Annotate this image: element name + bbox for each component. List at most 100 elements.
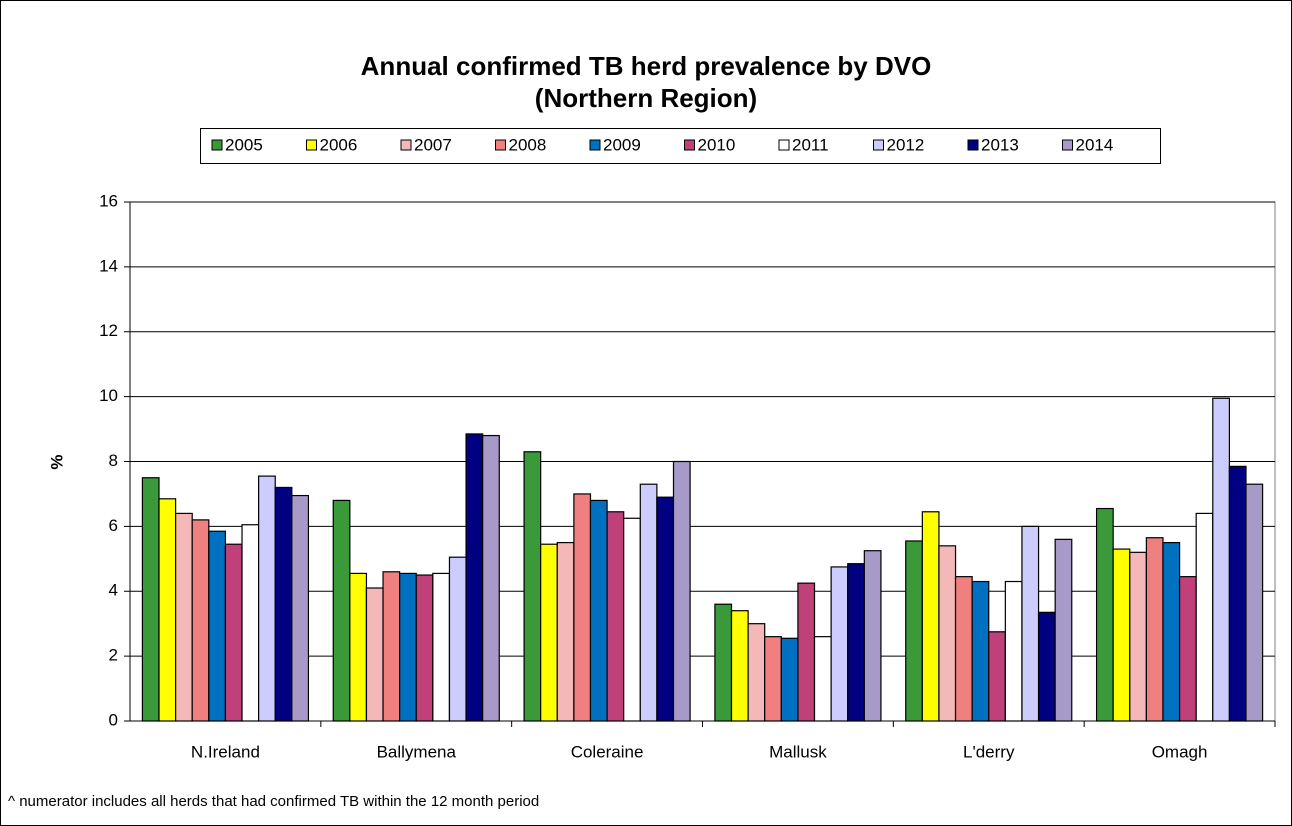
- legend-swatch: [778, 139, 790, 151]
- bar: [399, 572, 417, 722]
- footnote: ^ numerator includes all herds that had …: [8, 793, 539, 810]
- x-tick-label: N.Ireland: [191, 742, 260, 761]
- bar: [764, 636, 782, 722]
- bar: [158, 498, 177, 722]
- legend-swatch: [1062, 139, 1073, 151]
- bar: [191, 519, 210, 722]
- bar: [1228, 465, 1247, 722]
- bar: [1129, 551, 1147, 722]
- bar: [349, 572, 368, 722]
- x-tick-label: Omagh: [1152, 742, 1208, 761]
- x-tick-label: Mallusk: [769, 742, 827, 761]
- legend-label: 2006: [320, 135, 358, 154]
- bar: [175, 512, 193, 722]
- bar: [847, 563, 865, 722]
- bar: [224, 543, 243, 722]
- bar: [1004, 580, 1023, 722]
- legend-label: 2009: [603, 135, 641, 154]
- bar: [448, 556, 467, 722]
- y-tick-label: 14: [99, 256, 118, 275]
- bar: [332, 499, 351, 722]
- bar: [1054, 538, 1073, 722]
- y-axis-label: %: [47, 454, 66, 469]
- legend-swatch: [967, 139, 979, 151]
- bar: [141, 477, 160, 722]
- bar: [623, 517, 641, 722]
- x-tick-label: Coleraine: [571, 742, 644, 761]
- bar: [606, 511, 625, 722]
- legend-label: 2014: [1076, 135, 1114, 154]
- bar: [415, 574, 434, 722]
- legend-label: 2005: [225, 135, 263, 154]
- bar: [797, 582, 816, 722]
- bar: [971, 580, 990, 722]
- bar: [258, 475, 276, 722]
- x-tick-label: L'derry: [963, 742, 1015, 761]
- bar: [208, 530, 227, 722]
- bar: [714, 603, 733, 722]
- bar: [540, 543, 558, 722]
- legend-label: 2008: [509, 135, 547, 154]
- bar: [905, 540, 923, 722]
- bar: [382, 571, 401, 722]
- bar: [1037, 611, 1056, 722]
- bar: [1095, 507, 1114, 722]
- legend-label: 2012: [887, 135, 925, 154]
- bar: [1195, 512, 1214, 722]
- legend-label: 2010: [698, 135, 736, 154]
- bar: [1112, 548, 1131, 722]
- chart-subtitle: (Northern Region): [535, 83, 757, 113]
- x-tick-label: Ballymena: [377, 742, 457, 761]
- bar: [1162, 541, 1181, 722]
- y-tick-label: 0: [109, 710, 118, 729]
- bar: [639, 483, 658, 722]
- legend-swatch: [211, 139, 223, 151]
- legend-swatch: [400, 139, 412, 151]
- bar: [1145, 537, 1164, 722]
- bar: [830, 566, 849, 722]
- legend-swatch: [873, 139, 884, 151]
- y-tick-label: 6: [109, 516, 118, 535]
- bar: [938, 545, 957, 722]
- bar: [241, 524, 260, 722]
- chart-title: Annual confirmed TB herd prevalence by D…: [361, 51, 932, 81]
- bar: [274, 486, 293, 722]
- bar: [656, 496, 675, 722]
- legend-label: 2011: [792, 135, 829, 154]
- bar: [672, 460, 691, 722]
- bar: [482, 434, 500, 722]
- bar: [1178, 576, 1197, 722]
- bar: [589, 499, 608, 722]
- bar: [730, 610, 749, 722]
- bar: [921, 511, 940, 722]
- y-tick-label: 4: [109, 581, 118, 600]
- bar: [573, 493, 592, 722]
- legend-label: 2013: [981, 135, 1019, 154]
- y-tick-label: 12: [99, 321, 118, 340]
- bar: [291, 494, 310, 722]
- y-tick-label: 10: [99, 386, 118, 405]
- legend-swatch: [589, 139, 601, 151]
- bar: [1212, 397, 1230, 722]
- bar: [556, 541, 575, 722]
- legend-swatch: [495, 139, 506, 151]
- bar: [1245, 483, 1264, 722]
- legend-label: 2007: [414, 135, 452, 154]
- y-tick-label: 8: [109, 451, 118, 470]
- bar: [365, 587, 384, 722]
- legend-swatch: [684, 139, 695, 151]
- y-tick-label: 16: [99, 191, 118, 210]
- bar: [465, 433, 484, 722]
- bar: [988, 631, 1006, 722]
- bar: [954, 576, 973, 722]
- bar: [813, 636, 832, 722]
- bar: [863, 550, 882, 722]
- bar: [432, 572, 451, 722]
- bar: [780, 637, 799, 722]
- bar: [523, 451, 542, 722]
- bar: [747, 623, 766, 722]
- y-tick-label: 2: [109, 646, 118, 665]
- bar: [1021, 525, 1040, 722]
- legend-box: [200, 128, 1161, 164]
